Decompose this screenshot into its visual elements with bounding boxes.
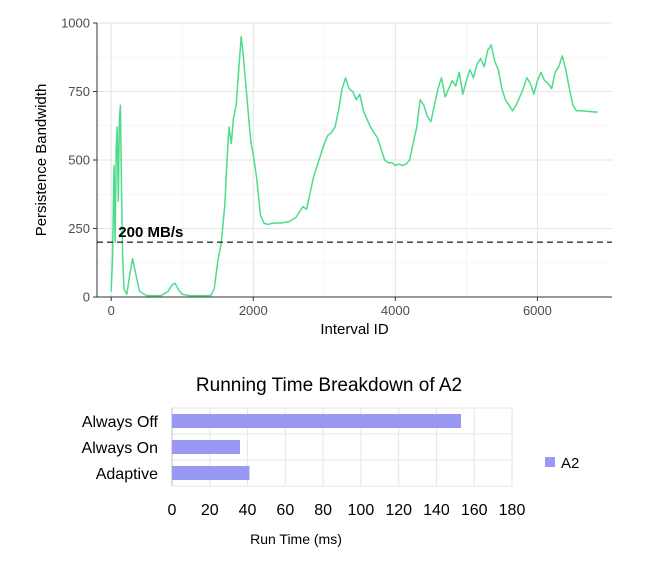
bar-x-tick-label: 160 (461, 502, 488, 519)
bar-x-tick-label: 20 (201, 502, 219, 519)
line-y-tick-label: 500 (68, 153, 90, 168)
line-x-tick-label: 6000 (523, 303, 552, 318)
line-x-tick-label: 2000 (239, 303, 268, 318)
bar-category-label: Adaptive (96, 466, 158, 483)
bar-chart-title: Running Time Breakdown of A2 (196, 375, 462, 396)
line-y-axis-label: Persistence Bandwidth (33, 84, 50, 237)
line-x-tick-label: 4000 (381, 303, 410, 318)
bar-x-tick-label: 140 (423, 502, 450, 519)
line-y-tick-label: 750 (68, 84, 90, 99)
bar-x-tick-label: 60 (276, 502, 294, 519)
bar-always-off (172, 414, 461, 428)
bar-x-axis-label: Run Time (ms) (250, 531, 342, 547)
line-x-tick-label: 0 (108, 303, 115, 318)
line-y-tick-label: 0 (83, 290, 90, 305)
bar-always-on (172, 440, 240, 454)
bar-x-tick-label: 100 (348, 502, 375, 519)
bar-x-tick-label: 120 (385, 502, 412, 519)
bandwidth-series-line (110, 35, 598, 297)
line-y-tick-label: 250 (68, 221, 90, 236)
legend-label-a2: A2 (561, 455, 579, 472)
bar-category-label: Always Off (82, 414, 159, 431)
bar-x-tick-label: 0 (168, 502, 177, 519)
bar-adaptive (172, 466, 250, 480)
reference-line-label: 200 MB/s (118, 224, 183, 241)
bar-x-tick-label: 180 (499, 502, 526, 519)
bar-x-tick-label: 40 (239, 502, 257, 519)
legend-swatch-a2 (545, 457, 555, 467)
bar-category-label: Always On (82, 440, 158, 457)
bar-x-tick-label: 80 (314, 502, 332, 519)
line-y-tick-label: 1000 (61, 16, 90, 31)
line-x-axis-label: Interval ID (320, 321, 389, 338)
